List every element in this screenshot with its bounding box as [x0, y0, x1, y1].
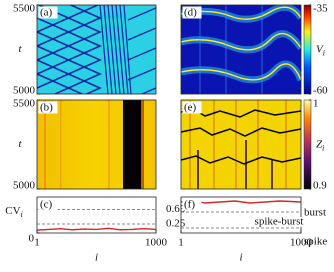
label-main: V	[316, 43, 324, 55]
panel-label-bg	[182, 198, 202, 211]
heatmap-a	[37, 5, 156, 94]
annotation: burst	[304, 207, 326, 219]
panel-label-bg	[38, 6, 58, 19]
panel-label-bg	[38, 101, 58, 114]
y2-tick-label: 0.25	[166, 218, 186, 230]
panel-label: (b)	[40, 102, 53, 114]
panel-label: (f)	[184, 199, 195, 211]
x-tick-label: 1000	[145, 237, 168, 249]
x-tick-label: 1	[178, 237, 184, 249]
axis-label: Vi	[316, 43, 325, 58]
panel-label: (a)	[40, 7, 53, 19]
axis-label: CVi	[5, 205, 23, 220]
colorbar-tick-label: -35	[313, 3, 328, 15]
y2-tick-label: 0.65	[166, 203, 186, 215]
data-line	[36, 227, 157, 231]
annotation-bg	[251, 217, 307, 227]
heatmap-d	[181, 5, 301, 94]
panel-label: (e)	[184, 102, 197, 114]
regime-lines	[181, 211, 301, 229]
panel-frame	[36, 196, 157, 234]
panel-label-bg	[38, 198, 58, 211]
panel-label: (d)	[184, 7, 197, 19]
y-axis-label: t	[18, 138, 22, 150]
label-sub: i	[21, 210, 23, 219]
panel-frame	[180, 196, 302, 234]
colorbar-tick-label: 0.9	[313, 180, 327, 192]
heatmap-b	[37, 100, 156, 189]
y-tick-label: 5500	[13, 98, 36, 110]
panel-label-bg	[182, 101, 202, 114]
annotation: spike	[304, 236, 327, 248]
panel-label: (c)	[40, 199, 53, 211]
y-tick-label: 5500	[13, 3, 36, 15]
axis-label: Zi	[316, 138, 324, 153]
x-tick-label: 1000	[290, 237, 313, 249]
x-axis-label: i	[95, 252, 98, 264]
colorbar-tick-label: -60	[313, 85, 328, 97]
colorbar-z	[303, 99, 312, 190]
x-axis-label: i	[239, 252, 242, 264]
label-sub: i	[323, 49, 325, 58]
label-main: CV	[5, 205, 20, 217]
heatmap-e	[181, 100, 301, 189]
panel-frame	[36, 99, 157, 190]
y-tick-label: 5000	[13, 85, 36, 97]
y-axis-label: t	[18, 43, 22, 55]
panel-frame	[36, 4, 157, 95]
annotation: spike-burst	[255, 216, 304, 228]
panel-frame	[180, 4, 302, 95]
colorbar-tick-label: 1	[313, 98, 319, 110]
panel-label-bg	[182, 6, 202, 19]
label-main: Z	[316, 138, 323, 150]
panel-frame	[180, 99, 302, 190]
y-tick-label: 0	[29, 233, 35, 245]
x-tick-label: 1	[34, 237, 40, 249]
label-sub: i	[322, 144, 324, 153]
y-tick-label: 5000	[13, 180, 36, 192]
colorbar-v	[303, 4, 312, 95]
